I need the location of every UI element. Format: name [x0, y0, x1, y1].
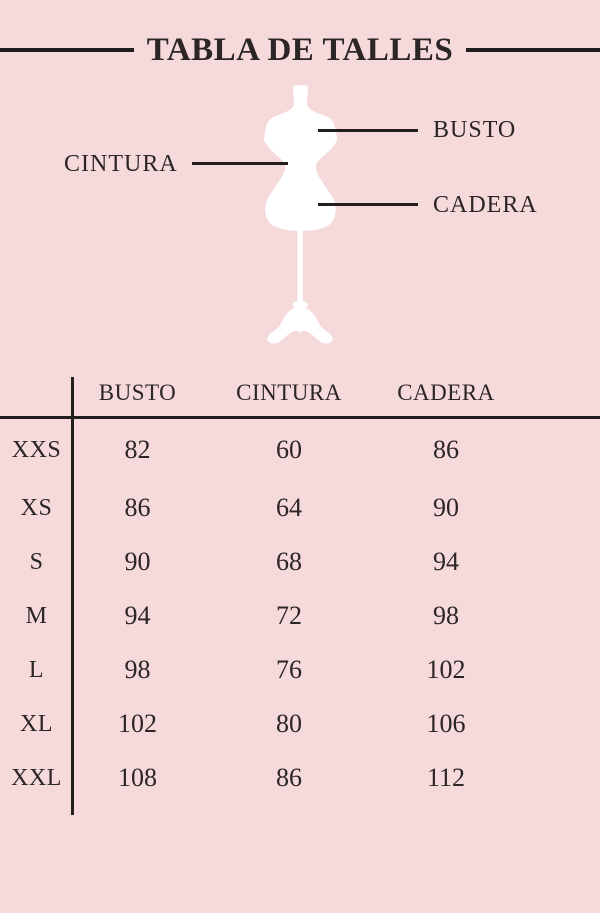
cintura-cell: 76: [276, 655, 302, 684]
table-row: XS 86 64 90: [0, 481, 600, 535]
size-table: BUSTO CINTURA CADERA XXS 82 60 86 XS 86 …: [0, 370, 600, 815]
table-row: M 94 72 98: [0, 589, 600, 643]
title-rule-left: [0, 48, 134, 52]
size-cell: M: [25, 602, 48, 629]
table-row: S 90 68 94: [0, 535, 600, 589]
busto-cell: 102: [118, 709, 157, 738]
busto-cell: 90: [124, 547, 151, 576]
size-cell: XXS: [11, 436, 62, 463]
busto-cell: 94: [124, 601, 151, 630]
size-cell: XS: [20, 494, 53, 521]
busto-cell: 82: [124, 435, 151, 464]
cadera-callout-line: [318, 203, 418, 206]
cadera-cell: 106: [426, 709, 466, 738]
cintura-callout-line: [192, 162, 288, 165]
busto-column-header: BUSTO: [98, 380, 177, 405]
busto-cell: 98: [124, 655, 151, 684]
size-cell: XL: [20, 710, 53, 737]
size-cell: L: [28, 656, 45, 683]
busto-cell: 108: [118, 763, 157, 792]
cintura-cell: 64: [276, 493, 302, 522]
cadera-cell: 98: [433, 601, 459, 630]
cadera-cell: 112: [426, 763, 466, 792]
cintura-cell: 80: [276, 709, 302, 738]
title-bar: TABLA DE TALLES: [0, 29, 600, 71]
cintura-cell: 86: [276, 763, 302, 792]
busto-cell: 86: [124, 493, 151, 522]
cintura-cell: 72: [276, 601, 302, 630]
cadera-cell: 102: [426, 655, 466, 684]
cadera-column-header: CADERA: [397, 380, 495, 405]
table-header-row: BUSTO CINTURA CADERA: [0, 370, 600, 419]
cadera-label: CADERA: [433, 192, 538, 218]
cadera-cell: 94: [433, 547, 459, 576]
busto-callout-line: [318, 129, 418, 132]
cadera-cell: 90: [433, 493, 459, 522]
cintura-cell: 60: [276, 435, 302, 464]
table-vertical-rule: [71, 377, 74, 815]
table-row: L 98 76 102: [0, 643, 600, 697]
cintura-label: CINTURA: [64, 151, 178, 177]
cintura-column-header: CINTURA: [236, 380, 342, 405]
cintura-cell: 68: [276, 547, 302, 576]
table-row: XXS 82 60 86: [0, 419, 600, 481]
busto-label: BUSTO: [433, 117, 517, 143]
dress-form-icon: [264, 85, 337, 344]
title-rule-right: [466, 48, 600, 52]
table-row: XXL 108 86 112: [0, 751, 600, 805]
table-row: XL 102 80 106: [0, 697, 600, 751]
size-cell: S: [29, 548, 44, 575]
page-title: TABLA DE TALLES: [146, 31, 454, 68]
size-cell: XXL: [11, 764, 62, 791]
cadera-cell: 86: [433, 435, 459, 464]
